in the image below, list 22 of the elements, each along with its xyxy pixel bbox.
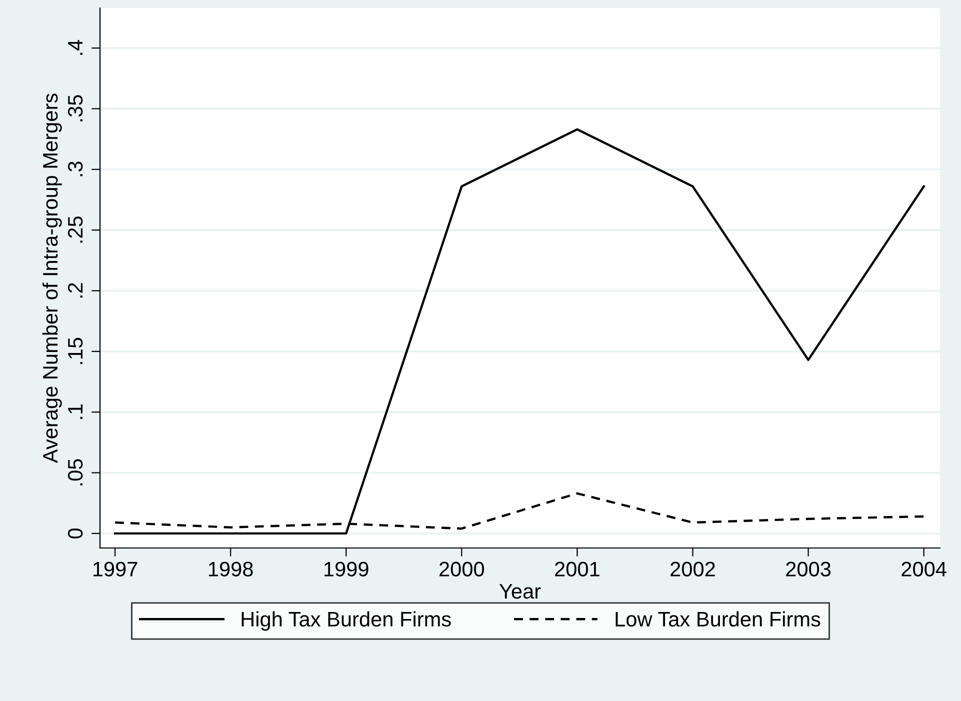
- y-tick-label: .1: [68, 404, 82, 419]
- y-tick-label: .35: [68, 95, 83, 122]
- y-tick-label: .05: [68, 459, 83, 486]
- y-tick-label: .2: [68, 283, 82, 298]
- x-tick-label: 2002: [670, 562, 715, 576]
- y-axis-title: Average Number of Intra-group Mergers: [42, 94, 62, 464]
- x-tick-label: 1998: [208, 562, 253, 576]
- x-tick-label: 1999: [324, 562, 368, 576]
- legend-label: Low Tax Burden Firms: [616, 611, 820, 627]
- y-tick-label: 0: [68, 528, 83, 538]
- x-tick-label: 2000: [440, 562, 484, 576]
- x-tick-label: 2001: [555, 562, 600, 576]
- legend-label: High Tax Burden Firms: [242, 611, 451, 631]
- line-series: [114, 128, 925, 535]
- y-tick-label: .25: [68, 216, 83, 243]
- y-tick-label: .3: [68, 162, 83, 176]
- x-tick-label: 2004: [902, 562, 946, 576]
- x-tick-label: 2003: [786, 562, 831, 576]
- y-tick-label: .15: [68, 338, 83, 364]
- x-tick-label: 1997: [93, 562, 138, 576]
- x-axis-title: Year: [499, 584, 541, 599]
- y-tick-label: .4: [68, 40, 82, 55]
